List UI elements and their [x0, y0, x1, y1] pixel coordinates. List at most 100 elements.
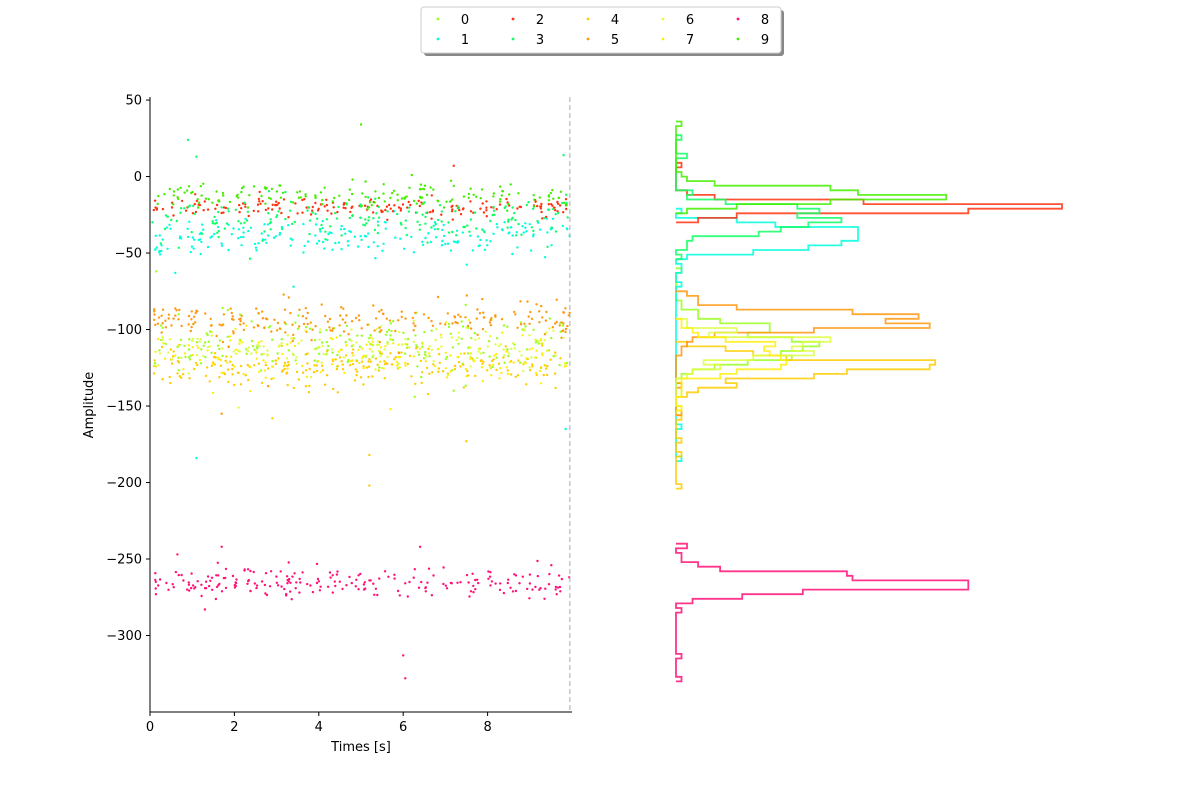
data-point [378, 310, 381, 313]
data-point [371, 375, 374, 378]
data-point [565, 193, 568, 196]
data-point [281, 369, 285, 372]
data-point [203, 608, 207, 611]
data-point [524, 222, 527, 225]
data-point [348, 216, 351, 220]
data-point [332, 387, 335, 391]
data-point [564, 307, 567, 310]
data-point [503, 206, 506, 210]
data-point [371, 337, 374, 340]
data-point [404, 677, 407, 680]
data-point [469, 321, 472, 324]
data-point [179, 211, 182, 214]
data-point [189, 586, 193, 590]
data-point [311, 328, 314, 331]
data-point [160, 249, 163, 253]
data-point [481, 202, 484, 205]
data-point [500, 194, 503, 197]
data-point [257, 362, 260, 365]
data-point [315, 242, 319, 245]
data-point [557, 574, 561, 577]
data-point [276, 352, 279, 355]
data-point [450, 210, 454, 213]
data-point [222, 194, 225, 197]
data-point [476, 308, 479, 311]
data-point [420, 375, 423, 379]
data-point [295, 370, 299, 374]
data-point [169, 348, 173, 351]
data-point [392, 342, 395, 345]
data-point [339, 228, 343, 231]
data-point [178, 237, 182, 240]
data-point [253, 364, 256, 367]
data-point [187, 581, 190, 584]
data-point [244, 374, 247, 377]
data-point [380, 325, 383, 328]
data-point [340, 224, 343, 228]
legend-marker [586, 17, 590, 21]
data-point [174, 570, 178, 574]
data-point [242, 235, 245, 239]
data-point [400, 197, 404, 200]
data-point [208, 380, 211, 383]
data-point [304, 195, 307, 198]
data-point [383, 570, 387, 573]
data-point [311, 209, 314, 212]
data-point [461, 231, 464, 234]
data-point [271, 359, 274, 363]
data-point [525, 348, 529, 351]
data-point [195, 353, 199, 357]
data-point [538, 228, 542, 231]
data-point [289, 244, 292, 247]
data-point [179, 338, 183, 341]
data-point [304, 369, 308, 372]
data-point [172, 317, 175, 320]
data-point [265, 241, 268, 244]
data-point [210, 334, 214, 337]
data-point [244, 205, 247, 208]
data-point [167, 588, 170, 591]
data-point [275, 581, 279, 584]
data-point [523, 322, 526, 325]
data-point [556, 200, 559, 204]
data-point [439, 322, 442, 325]
data-point [539, 366, 543, 369]
data-point [340, 306, 343, 309]
data-point [506, 372, 510, 376]
data-point [376, 340, 380, 343]
data-point [386, 342, 389, 346]
data-point [215, 334, 218, 338]
data-point [309, 376, 313, 379]
data-point [214, 356, 217, 359]
data-point [194, 311, 197, 315]
data-point [374, 317, 378, 320]
data-point [387, 328, 391, 332]
data-point [154, 587, 157, 590]
legend-label: 1 [461, 33, 469, 48]
data-point [331, 337, 334, 341]
data-point [368, 358, 371, 361]
data-point [518, 361, 522, 364]
data-point [305, 317, 308, 320]
data-point [564, 198, 568, 201]
data-point [514, 313, 517, 316]
data-point [351, 348, 355, 351]
data-point [382, 242, 385, 245]
data-point [270, 330, 273, 333]
data-point [259, 202, 262, 205]
data-point [322, 352, 325, 356]
data-point [153, 199, 157, 202]
data-point [203, 341, 207, 344]
data-point [260, 381, 264, 385]
legend-label: 5 [611, 33, 619, 48]
data-point [155, 270, 158, 273]
data-point [469, 365, 472, 368]
data-point [563, 362, 567, 365]
data-point [450, 336, 453, 339]
data-point [526, 587, 529, 591]
data-point [185, 189, 189, 192]
data-point [485, 215, 488, 218]
y-tick-label: −100 [106, 323, 142, 338]
data-point [361, 192, 364, 195]
data-point [293, 572, 296, 575]
